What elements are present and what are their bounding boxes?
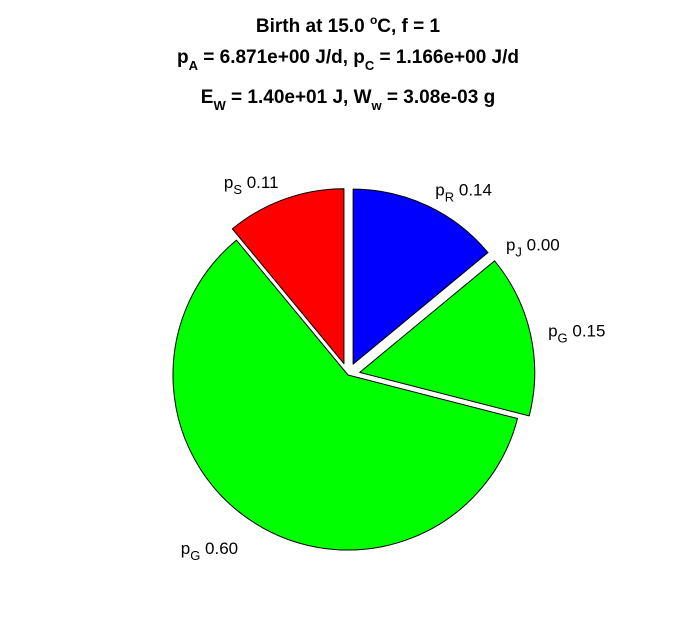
slice-labels: pR 0.14 pJ 0.00 pG 0.15 pG 0.60 pS 0.11 — [181, 173, 606, 563]
pie-slice-g-3 — [172, 239, 519, 551]
slice-label-r-0: pR 0.14 — [435, 181, 492, 205]
chart-title-line-3: EW = 1.40e+01 J, Ww = 3.08e-03 g — [201, 87, 495, 113]
slice-label-j-1: pJ 0.00 — [506, 235, 560, 259]
slice-label-s-4: pS 0.11 — [224, 173, 279, 197]
pie-slice-s-4 — [231, 188, 345, 365]
pie-slice-g-2 — [359, 260, 536, 417]
chart-title-line-1: Birth at 15.0 oC, f = 1 — [256, 13, 441, 37]
slice-label-g-3: pG 0.60 — [181, 539, 238, 563]
pie-slices — [172, 188, 536, 551]
chart-title-line-2: pA = 6.871e+00 J/d, pC = 1.166e+00 J/d — [177, 47, 519, 73]
slice-label-g-2: pG 0.15 — [548, 321, 605, 345]
pie-slice-r-0 — [352, 188, 489, 365]
